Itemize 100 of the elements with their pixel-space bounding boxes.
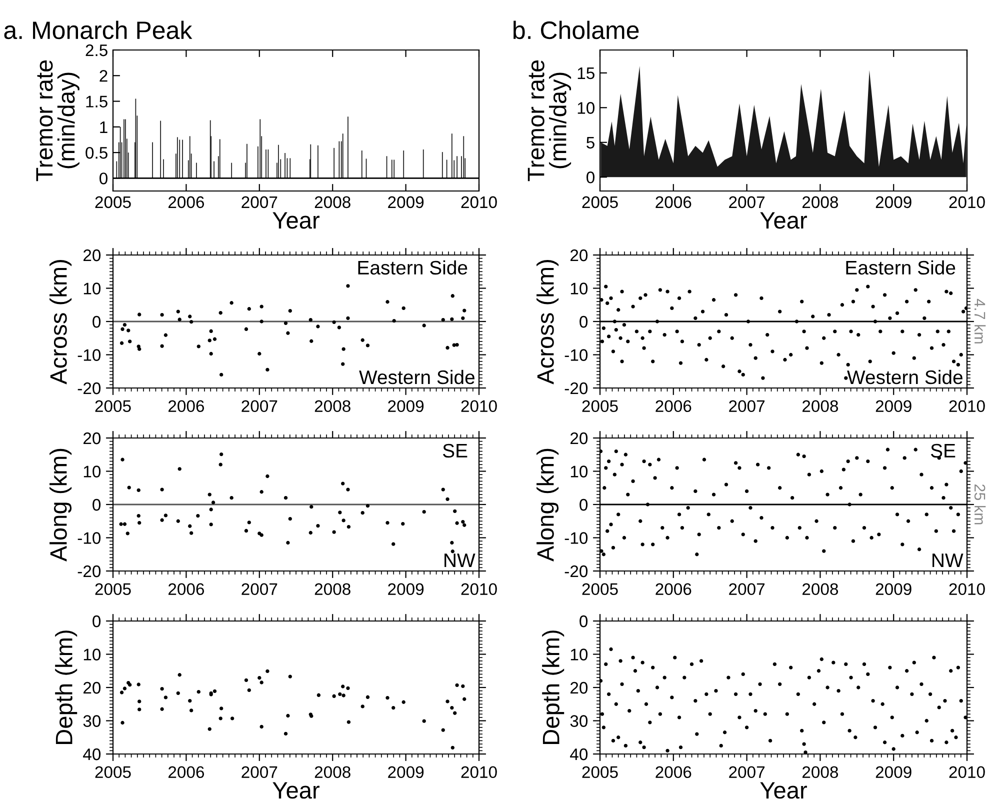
- x-tick-label: 2010: [461, 196, 497, 208]
- x-tick-label: 2009: [388, 583, 424, 596]
- point: [450, 550, 454, 554]
- point: [332, 320, 336, 324]
- annotation: Western Side: [359, 370, 474, 384]
- point: [453, 509, 457, 513]
- point: [122, 322, 127, 327]
- y-tick-label: 20: [83, 249, 101, 262]
- y-tick-label: 10: [570, 648, 588, 660]
- point: [189, 320, 194, 324]
- point: [441, 318, 445, 322]
- x-tick-label: 2005: [95, 196, 131, 208]
- point: [120, 341, 124, 345]
- point: [230, 496, 234, 500]
- point: [230, 716, 234, 720]
- point: [218, 462, 222, 466]
- point: [138, 700, 142, 704]
- point: [346, 488, 350, 492]
- x-tick-label: 2007: [242, 196, 278, 208]
- text: 4.7 km: [974, 298, 986, 344]
- y-tick-label: 20: [83, 432, 101, 444]
- point: [178, 673, 182, 677]
- point: [126, 328, 130, 332]
- point: [462, 697, 466, 701]
- point: [288, 674, 292, 678]
- point: [189, 708, 194, 712]
- point: [138, 708, 142, 712]
- point: [209, 352, 213, 356]
- point: [244, 327, 248, 331]
- point: [286, 540, 290, 545]
- text: 25 km: [974, 484, 986, 524]
- point: [209, 508, 213, 512]
- y-tick-label: -10: [564, 349, 588, 361]
- y-tick-label: 0: [580, 498, 588, 511]
- point: [164, 514, 168, 518]
- x-tick-label: 2010: [461, 766, 497, 778]
- point: [422, 719, 426, 723]
- y-tick-label: 2: [100, 70, 108, 82]
- y-tick-label: 1: [100, 121, 108, 133]
- y-tick-label: 20: [570, 249, 588, 262]
- x-tick-label: 2007: [242, 766, 278, 778]
- point: [188, 314, 192, 318]
- point: [138, 312, 142, 316]
- point: [284, 732, 288, 736]
- point: [260, 680, 264, 684]
- point: [402, 306, 406, 310]
- point: [120, 458, 124, 462]
- point: [310, 339, 314, 343]
- y-tick-label: 10: [84, 648, 101, 660]
- point: [188, 524, 192, 528]
- point: [284, 321, 288, 325]
- point: [450, 706, 454, 710]
- x-tick-label: 2010: [949, 583, 985, 596]
- y-tick-label: -20: [564, 382, 588, 394]
- point: [360, 510, 364, 515]
- point: [138, 520, 142, 525]
- point: [247, 307, 251, 311]
- x-tick-label: 2006: [168, 766, 204, 778]
- y-tick-label: -20: [564, 565, 588, 578]
- x-tick-label: 2007: [242, 583, 278, 596]
- point: [128, 340, 132, 344]
- point: [244, 678, 248, 682]
- point: [218, 311, 222, 315]
- point: [120, 720, 124, 725]
- y-axis-title: Depth (km): [55, 630, 78, 744]
- point: [332, 530, 336, 534]
- x-tick-label: 2009: [876, 583, 912, 596]
- point: [461, 316, 465, 320]
- point: [338, 510, 342, 514]
- x-tick-label: 2010: [949, 400, 985, 412]
- point: [461, 684, 465, 688]
- y-tick-label: 0: [586, 172, 594, 184]
- point: [266, 368, 270, 372]
- y-tick-label: 0: [92, 316, 101, 328]
- point: [332, 694, 336, 698]
- point: [119, 522, 123, 526]
- point: [316, 693, 321, 697]
- point: [176, 519, 180, 523]
- x-tick-label: 2008: [314, 766, 350, 778]
- point: [310, 504, 314, 509]
- point: [160, 518, 164, 522]
- point: [342, 347, 346, 351]
- point: [462, 308, 466, 312]
- point: [160, 707, 164, 711]
- point: [122, 686, 127, 690]
- y-tick-label: -10: [78, 532, 101, 544]
- point: [446, 346, 450, 350]
- point: [450, 294, 454, 298]
- point: [211, 500, 216, 504]
- point: [286, 714, 290, 718]
- y-tick-label: -20: [78, 565, 101, 578]
- point: [258, 352, 262, 356]
- x-axis-title: Year: [760, 782, 807, 799]
- point: [288, 309, 292, 313]
- point: [122, 522, 127, 526]
- point: [266, 669, 270, 674]
- y-tick-label: -10: [78, 349, 101, 361]
- x-tick-label: 2006: [656, 583, 692, 596]
- x-tick-label: 2007: [729, 766, 765, 778]
- x-axis-title: Year: [760, 212, 807, 229]
